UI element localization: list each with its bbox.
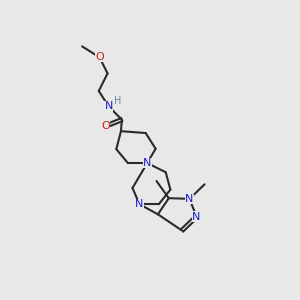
- Text: N: N: [143, 158, 152, 168]
- Text: N: N: [135, 199, 144, 209]
- Text: H: H: [114, 96, 122, 106]
- Text: O: O: [101, 121, 110, 131]
- Text: N: N: [185, 194, 194, 204]
- Text: N: N: [192, 212, 201, 222]
- Text: N: N: [104, 101, 113, 112]
- Text: O: O: [95, 52, 104, 62]
